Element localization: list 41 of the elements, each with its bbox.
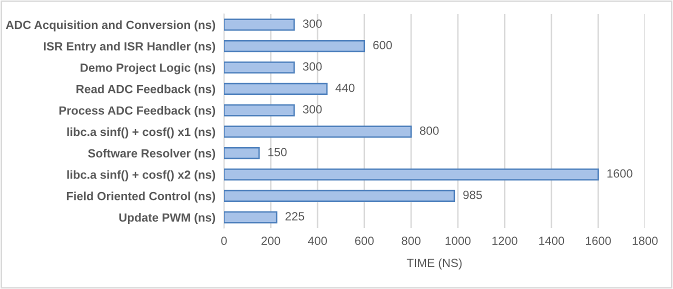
bar: [224, 126, 412, 138]
y-tick-label: Field Oriented Control (ns): [66, 192, 216, 203]
y-tick-label: ISR Entry and ISR Handler (ns): [44, 42, 216, 53]
x-tick-label: 1000: [446, 236, 471, 246]
y-tick-label: Demo Project Logic (ns): [80, 63, 216, 74]
x-tick-label: 0: [221, 236, 227, 246]
bar: [224, 104, 295, 116]
data-label: 1600: [607, 169, 632, 178]
x-tick-label: 1600: [586, 236, 611, 246]
x-tick-label: 600: [355, 236, 374, 246]
x-tick-label: 1400: [539, 236, 564, 246]
bar: [224, 211, 278, 224]
data-label: 800: [420, 126, 439, 135]
x-axis-title: TIME (NS): [406, 258, 462, 270]
y-tick-label: ADC Acquisition and Conversion (ns): [6, 20, 216, 32]
bar: [224, 18, 295, 31]
data-label: 150: [268, 148, 287, 156]
data-label: 300: [302, 62, 322, 71]
bar: [224, 147, 260, 160]
y-tick-label: libc.a sinf() + cosf() x2 (ns): [67, 170, 216, 182]
y-tick-label: Update PWM (ns): [119, 213, 216, 224]
data-label: 225: [286, 212, 304, 220]
x-tick-label: 800: [402, 236, 420, 246]
x-tick-label: 1200: [492, 236, 518, 246]
data-label: 440: [336, 84, 354, 92]
data-label: 300: [302, 105, 322, 114]
bar: [224, 40, 366, 52]
x-tick-label: 200: [262, 236, 280, 246]
bar: [224, 190, 456, 202]
bar: [224, 168, 599, 181]
bar: [224, 61, 295, 74]
x-tick-label: 1800: [632, 236, 658, 246]
data-label: 300: [302, 20, 322, 28]
y-tick-label: Read ADC Feedback (ns): [76, 84, 216, 96]
y-tick-label: libc.a sinf() + cosf() x1 (ns): [67, 127, 216, 138]
data-label: 600: [373, 40, 392, 50]
y-tick-label: Software Resolver (ns): [88, 148, 216, 160]
data-label: 985: [463, 190, 482, 200]
y-tick-label: Process ADC Feedback (ns): [59, 106, 216, 118]
x-tick-label: 400: [308, 236, 327, 246]
bar: [224, 82, 328, 95]
